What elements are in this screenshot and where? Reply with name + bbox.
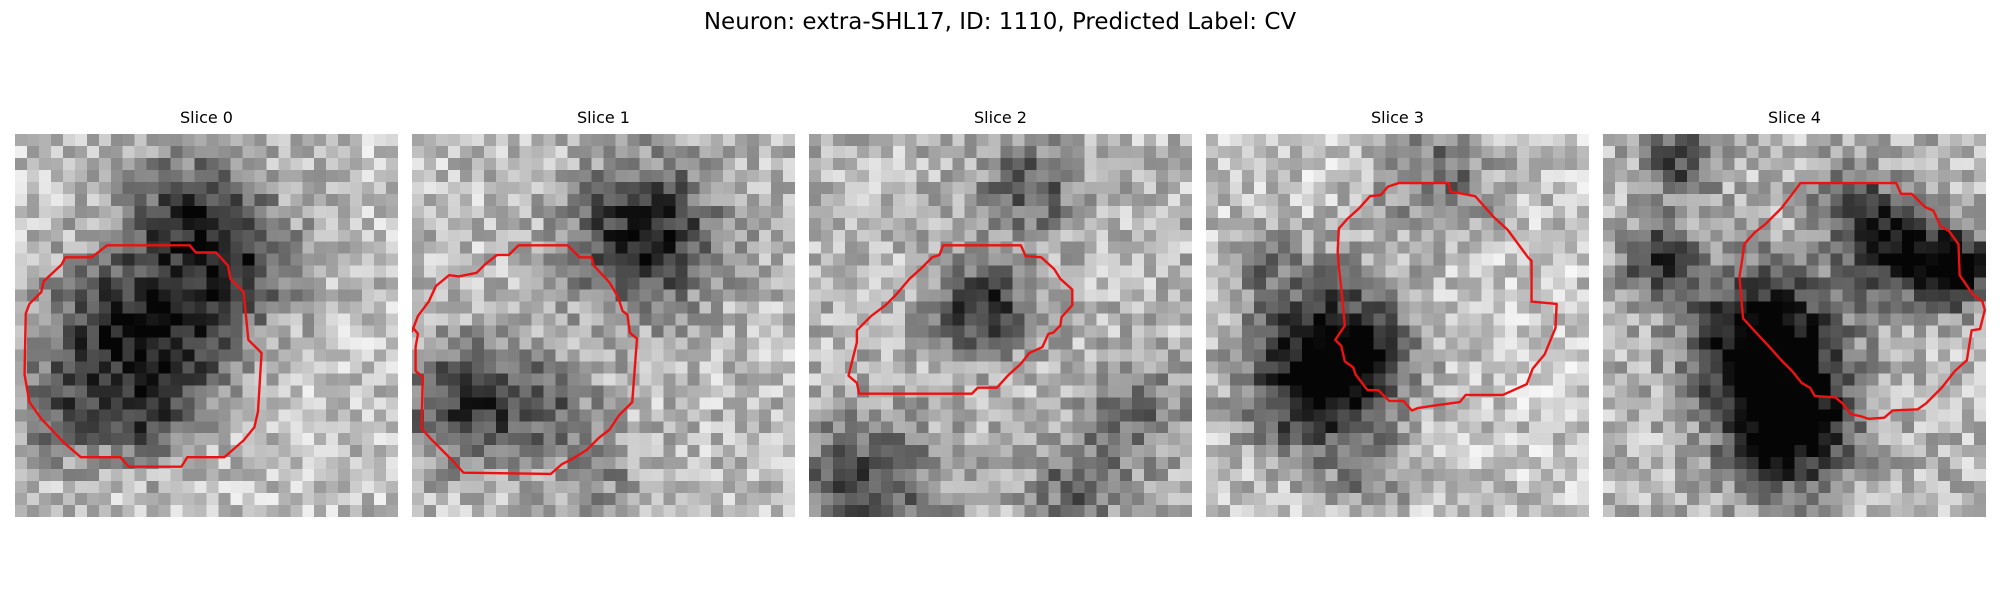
slice-title-1: Slice 1 — [577, 108, 630, 127]
slice-panel-3: Slice 3 — [1206, 108, 1589, 520]
slice-image-4 — [1603, 134, 1986, 517]
roi-contour-2 — [847, 244, 1074, 395]
slice-title-0: Slice 0 — [180, 108, 233, 127]
slice-panel-0: Slice 0 — [15, 108, 398, 520]
roi-contour-0 — [23, 244, 263, 468]
slice-image-3 — [1206, 134, 1589, 517]
slice-image-2 — [809, 134, 1192, 517]
slice-title-3: Slice 3 — [1371, 108, 1424, 127]
pixel-grid-1 — [412, 134, 795, 517]
slice-title-2: Slice 2 — [974, 108, 1027, 127]
pixel-grid-2 — [809, 134, 1192, 517]
slice-title-4: Slice 4 — [1768, 108, 1821, 127]
slice-panel-1: Slice 1 — [412, 108, 795, 520]
roi-contour-3 — [1334, 181, 1558, 412]
slice-image-0 — [15, 134, 398, 517]
slice-panel-2: Slice 2 — [809, 108, 1192, 520]
pixel-grid-3 — [1206, 134, 1589, 517]
slice-panel-4: Slice 4 — [1603, 108, 1986, 520]
figure-title: Neuron: extra-SHL17, ID: 1110, Predicted… — [703, 9, 1297, 35]
roi-contour-1 — [412, 244, 639, 476]
pixel-grid-4 — [1603, 134, 1986, 517]
pixel-grid-0 — [15, 134, 398, 517]
roi-contour-4 — [1738, 181, 1986, 421]
slice-image-1 — [412, 134, 795, 517]
